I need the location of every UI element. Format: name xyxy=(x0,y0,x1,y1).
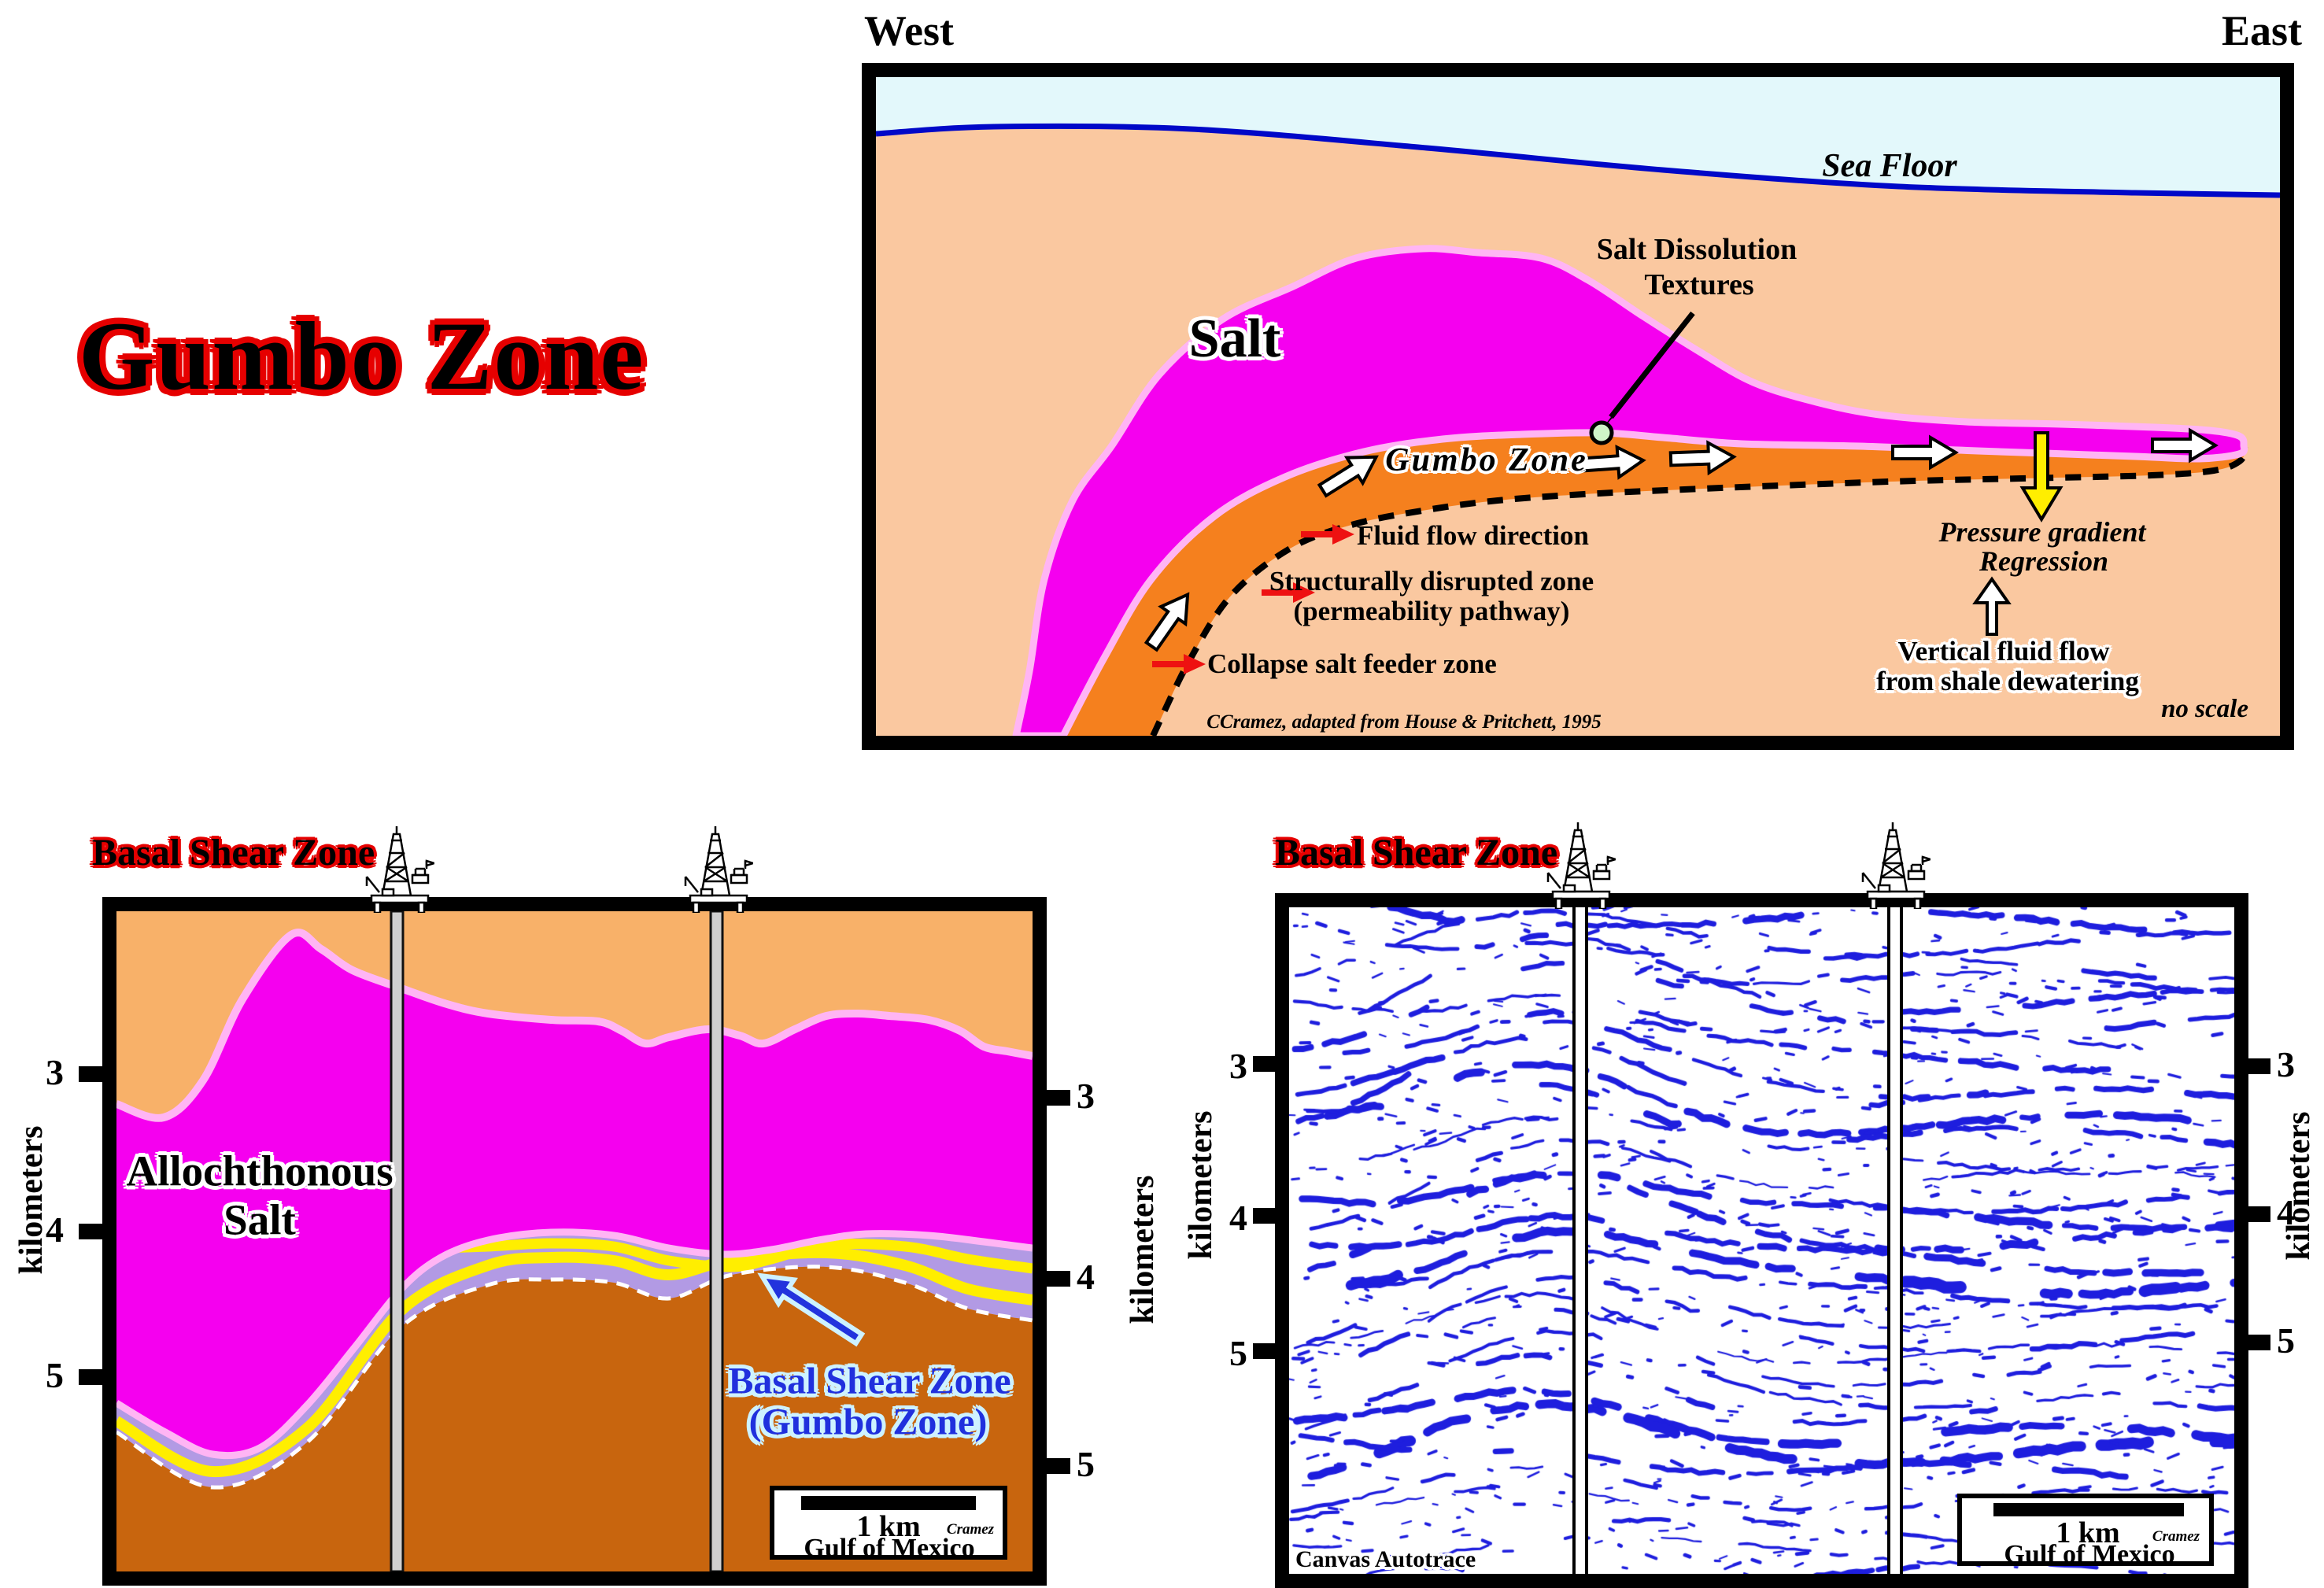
interpreted-section-panel: Allochthonous Salt Basal Shear Zone (Gum… xyxy=(102,897,1047,1586)
seis-right-tick-3: 3 xyxy=(2277,1044,2295,1084)
gumbo-zone-band-label: Gumbo Zone xyxy=(1385,442,1588,478)
pressure-label-2: Regression xyxy=(1979,545,2109,577)
bsz-label-1: Basal Shear Zone xyxy=(728,1360,1011,1402)
east-label: East xyxy=(2221,7,2302,54)
west-label: West xyxy=(864,7,954,54)
watermark: Canvas Autotrace xyxy=(1295,1546,1476,1572)
dissolution-label-2: Textures xyxy=(1644,268,1754,301)
well-bore xyxy=(709,911,724,1571)
left-panel-title: Basal Shear Zone xyxy=(92,832,375,873)
right-scale-credit: Cramez xyxy=(2152,1528,2200,1545)
left-axis-tick-4: 4 xyxy=(46,1209,64,1250)
seis-left-tick-4: 4 xyxy=(1229,1198,1247,1238)
tick-mark xyxy=(1253,1208,1289,1224)
vertical-flow-up-arrow xyxy=(1972,576,2012,636)
right-scale-box: 1 km Cramez Gulf of Mexico xyxy=(1957,1494,2214,1569)
left-axis-tick-3: 3 xyxy=(46,1052,64,1092)
allochthonous-salt-body xyxy=(116,932,1033,1456)
sea-floor-line xyxy=(876,123,2280,198)
vertical-flow-label-1: Vertical fluid flow xyxy=(1897,636,2110,667)
dissolution-label-1: Salt Dissolution xyxy=(1596,233,1797,266)
seis-right-tick-5: 5 xyxy=(2277,1320,2295,1361)
cross-section-panel: Sea Floor Salt Salt Dissolution Textures… xyxy=(862,63,2294,750)
left-panel-right-axis-label: kilometers xyxy=(1125,1175,1161,1324)
oil-rig-icon xyxy=(1861,822,1931,909)
yellow-marker-bed-2 xyxy=(440,1238,1033,1274)
seis-left-tick-5: 5 xyxy=(1229,1333,1247,1373)
left-scale-bar xyxy=(801,1496,976,1510)
left-scale-credit: Cramez xyxy=(946,1521,995,1538)
sea-water xyxy=(876,77,2280,195)
well-bore xyxy=(390,911,405,1571)
tick-mark xyxy=(79,1224,116,1239)
left-scale-location: Gulf of Mexico xyxy=(804,1534,975,1563)
left-scale-box: 1 km Cramez Gulf of Mexico xyxy=(770,1486,1007,1563)
seis-left-tick-3: 3 xyxy=(1229,1046,1247,1086)
bsz-label-2: (Gumbo Zone) xyxy=(748,1401,988,1443)
salt-label: Salt xyxy=(1188,308,1281,369)
tick-mark xyxy=(1033,1090,1070,1106)
seismic-image xyxy=(1289,907,2234,1574)
disrupted-label-1: Structurally disrupted zone xyxy=(1269,566,1594,596)
fluid-flow-label: Fluid flow direction xyxy=(1357,520,1589,551)
tick-mark xyxy=(79,1369,116,1385)
right-scale-km: 1 km xyxy=(2056,1516,2120,1549)
vertical-flow-label-2: from shale dewatering xyxy=(1876,666,2139,696)
tick-mark xyxy=(1253,1056,1289,1072)
seis-right-tick-4: 4 xyxy=(2277,1192,2295,1232)
bsz-pointer-arrow xyxy=(757,1272,866,1347)
no-scale-label: no scale xyxy=(2161,695,2248,723)
left-panel-left-axis-label: kilometers xyxy=(13,1125,50,1275)
left-scale-km: 1 km xyxy=(856,1510,921,1543)
dissolution-pointer-line xyxy=(1609,311,1695,419)
dissolution-texture-dot xyxy=(1589,420,1614,445)
tick-mark xyxy=(1033,1271,1070,1287)
oil-rig-icon xyxy=(684,826,753,913)
salt-body xyxy=(1012,245,2248,736)
pressure-label-1: Pressure gradient xyxy=(1938,516,2146,548)
right-panel-left-axis-label: kilometers xyxy=(1183,1110,1219,1260)
yellow-marker-bed-1 xyxy=(116,1246,1033,1478)
right-panel-title: Basal Shear Zone xyxy=(1275,832,1558,873)
gumbo-zone-band xyxy=(1063,430,2247,736)
tick-mark xyxy=(2234,1058,2270,1074)
right-axis-tick-3: 3 xyxy=(1077,1076,1095,1116)
right-scale-location: Gulf of Mexico xyxy=(2004,1540,2175,1569)
main-title: Gumbo Zone xyxy=(79,302,645,410)
oil-rig-icon xyxy=(365,826,434,913)
tick-mark xyxy=(1253,1343,1289,1359)
collapse-label: Collapse salt feeder zone xyxy=(1207,648,1497,679)
salt-top-rim xyxy=(116,929,1033,1122)
tick-mark xyxy=(2234,1335,2270,1350)
pressure-down-arrow xyxy=(2019,431,2064,523)
shear-base-dashed-line xyxy=(1150,445,2250,736)
left-axis-tick-5: 5 xyxy=(46,1355,64,1395)
allochthonous-label-2: Salt xyxy=(224,1195,296,1244)
base-dashed-line xyxy=(116,1265,1033,1490)
right-axis-tick-4: 4 xyxy=(1077,1257,1095,1297)
salt-base-rim xyxy=(116,1228,1033,1460)
tick-mark xyxy=(2234,1206,2270,1222)
well-bore xyxy=(1572,907,1588,1574)
seismic-panel: Canvas Autotrace xyxy=(1275,893,2248,1588)
top-panel-credit: CCramez, adapted from House & Pritchett,… xyxy=(1206,711,1602,733)
disrupted-label-2: (permeability pathway) xyxy=(1293,596,1570,626)
right-panel-right-axis-label: kilometers xyxy=(2281,1111,2317,1261)
tick-mark xyxy=(1033,1458,1070,1474)
oil-rig-icon xyxy=(1546,822,1616,909)
cross-section-drawing xyxy=(876,77,2280,736)
sea-floor-label: Sea Floor xyxy=(1822,148,1957,184)
allochthonous-label-1: Allochthonous xyxy=(126,1147,393,1195)
right-scale-bar xyxy=(1993,1503,2184,1516)
tick-mark xyxy=(79,1066,116,1082)
well-bore xyxy=(1887,907,1903,1574)
right-axis-tick-5: 5 xyxy=(1077,1444,1095,1484)
